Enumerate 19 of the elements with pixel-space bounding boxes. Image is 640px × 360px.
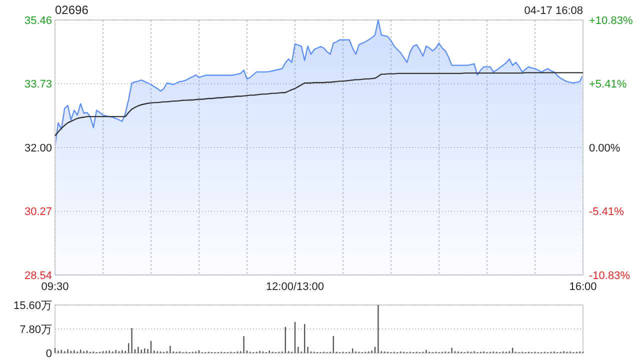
chart-title: 02696: [55, 3, 89, 17]
y2-tick-label: -10.83%: [589, 270, 630, 282]
y-tick-label: 32.00: [24, 142, 52, 154]
y2-tick-label: +10.83%: [589, 14, 633, 27]
line-series: [54, 72, 584, 136]
x-tick-label: 09:30: [41, 281, 69, 293]
y-tick-label: 30.27: [24, 206, 52, 218]
y-tick-label: 0: [46, 348, 52, 360]
x-tick-label: 12:00/13:00: [266, 281, 324, 293]
y-tick-label: 33.73: [24, 78, 52, 91]
y2-tick-label: -5.41%: [589, 206, 624, 218]
y-tick-label: 7.80万: [20, 324, 52, 336]
y2-tick-label: 0.00%: [589, 142, 620, 154]
y2-tick-label: +5.41%: [589, 78, 627, 91]
text: 04-17 16:08: [524, 5, 583, 17]
y-tick-label: 15.60万: [13, 300, 52, 312]
x-tick-label: 16:00: [569, 281, 597, 293]
y-tick-label: 28.54: [24, 270, 52, 282]
y-tick-label: 35.46: [24, 14, 52, 27]
